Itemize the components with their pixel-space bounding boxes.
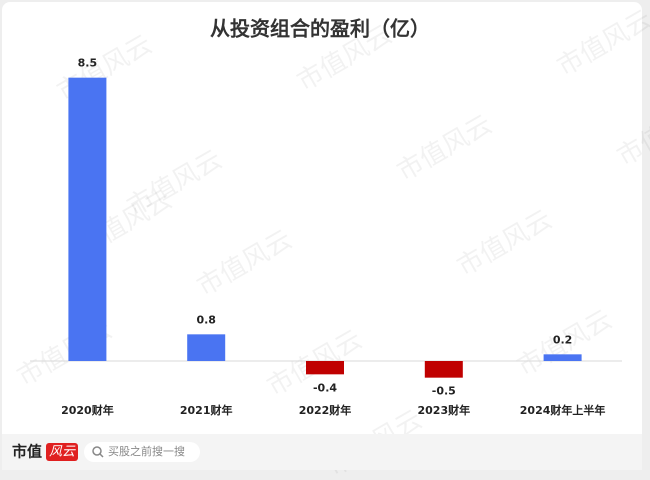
value-label: 0.2	[553, 333, 573, 346]
bar	[424, 361, 463, 378]
search-text: 买股之前搜一搜	[108, 444, 185, 458]
card	[2, 2, 642, 470]
bar	[543, 354, 582, 361]
value-label: 8.5	[78, 57, 98, 70]
brand: 市值	[12, 443, 42, 461]
x-tick-label: 2023财年	[417, 403, 470, 417]
value-label: -0.5	[432, 385, 456, 398]
value-label: -0.4	[313, 381, 337, 394]
bar	[68, 77, 107, 362]
x-tick-label: 2021财年	[180, 403, 233, 417]
x-tick-label: 2020财年	[61, 403, 114, 417]
chart-title: 从投资组合的盈利（亿）	[210, 17, 430, 41]
value-label: 0.8	[196, 313, 216, 326]
search-icon	[99, 453, 104, 458]
x-tick-label: 2024财年上半年	[520, 403, 606, 417]
search-icon	[92, 446, 102, 456]
brand-logo-box	[46, 443, 78, 461]
x-tick-label: 2022财年	[299, 403, 352, 417]
bar	[306, 361, 344, 375]
search-box[interactable]	[84, 442, 200, 462]
bar	[187, 334, 226, 361]
brand-logo: 风云	[49, 445, 76, 460]
